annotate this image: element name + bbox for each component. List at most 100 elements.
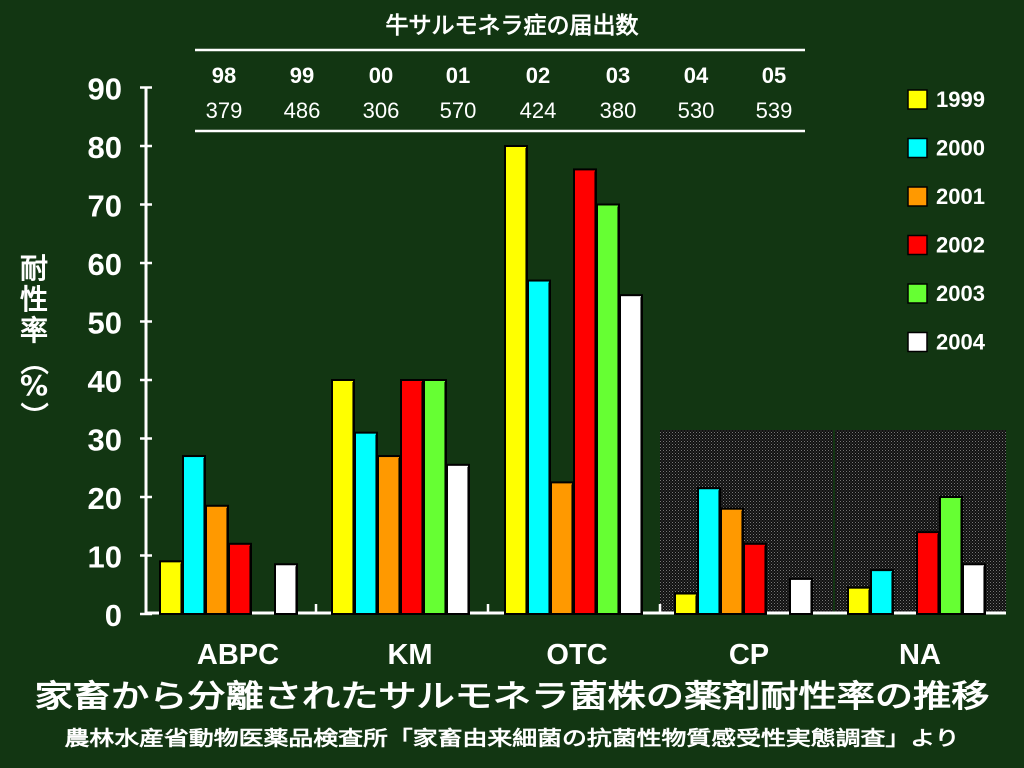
bar-na-2000 — [870, 569, 894, 615]
bar-layer — [159, 145, 986, 616]
inset-count: 424 — [520, 98, 557, 123]
bar-shadow — [295, 566, 298, 614]
y-tick-label: 30 — [88, 423, 122, 458]
bar-shadow — [203, 458, 206, 614]
bar-shadow — [467, 466, 470, 614]
bar-shadow — [891, 572, 894, 614]
y-axis-label-char: ） — [17, 402, 50, 430]
bar-cp-1999 — [674, 592, 698, 616]
legend-swatch-2001 — [907, 186, 928, 207]
bar-shadow — [352, 382, 355, 614]
y-tick-label: 0 — [105, 598, 122, 633]
bar-km-2004 — [446, 463, 470, 616]
bar-cp-2004 — [789, 577, 813, 616]
bar-shadow — [180, 563, 183, 614]
bar-abpc-2000 — [182, 455, 206, 615]
legend-label-1999: 1999 — [936, 87, 985, 112]
legend-label-2001: 2001 — [936, 184, 985, 209]
legend-swatch-2000 — [907, 137, 928, 159]
bar-shadow — [525, 148, 528, 614]
shaded-region-layer — [660, 430, 1006, 614]
inset-year: 01 — [446, 63, 470, 88]
legend-label-2002: 2002 — [936, 233, 985, 258]
bar-abpc-1999 — [159, 560, 183, 615]
legend-label-2004: 2004 — [936, 330, 986, 355]
y-axis-label-char: （ — [17, 347, 50, 375]
inset-count: 539 — [756, 98, 793, 123]
bar-shadow — [375, 434, 378, 614]
bar-km-2001 — [377, 455, 401, 615]
inset-table-title: 牛サルモネラ症の届出数 — [386, 12, 640, 39]
bar-na-2003 — [939, 496, 963, 615]
bar-otc-2001 — [550, 481, 574, 615]
inset-count: 379 — [206, 98, 243, 123]
bar-otc-2004 — [619, 294, 643, 615]
y-tick-layer: 0 10 20 30 40 50 60 70 80 90 — [88, 72, 662, 633]
bar-shadow — [548, 282, 551, 614]
inset-year: 05 — [762, 63, 786, 88]
legend-swatch-2004 — [907, 331, 928, 353]
bar-shadow — [868, 589, 871, 614]
bar-shadow — [960, 499, 963, 614]
bar-shadow — [718, 490, 721, 614]
inset-year: 03 — [606, 63, 630, 88]
bar-otc-2003 — [596, 203, 620, 615]
category-label-abpc: ABPC — [197, 639, 279, 671]
bar-shadow — [810, 580, 813, 614]
bar-shadow — [695, 595, 698, 614]
inset-table: 牛サルモネラ症の届出数 98 379 99 486 00 306 01 570 02 424 03 3… — [195, 12, 805, 133]
y-tick-label: 10 — [88, 540, 122, 575]
legend-swatch-2002 — [907, 234, 928, 256]
y-tick-label: 90 — [88, 72, 122, 107]
bar-km-2003 — [423, 379, 447, 615]
bar-km-1999 — [331, 379, 355, 615]
category-label-cp: CP — [729, 639, 769, 671]
bar-cp-2001 — [720, 507, 744, 616]
bar-shadow — [594, 171, 597, 614]
bar-shadow — [444, 382, 447, 614]
bar-shadow — [421, 382, 424, 614]
legend: 1999 2000 2001 2002 2003 2004 — [907, 87, 986, 355]
inset-year: 99 — [290, 63, 314, 88]
bar-shadow — [226, 507, 229, 614]
bar-shadow — [937, 534, 940, 614]
y-tick-label: 70 — [88, 189, 122, 224]
y-axis-label-char: % — [20, 369, 48, 402]
y-tick-label: 20 — [88, 481, 122, 516]
bar-abpc-2001 — [205, 504, 229, 615]
legend-label-2000: 2000 — [936, 136, 985, 161]
footer-title: 家畜から分離されたサルモネラ菌株の薬剤耐性率の推移 — [35, 679, 990, 715]
bar-otc-2000 — [527, 279, 551, 615]
bar-shadow — [617, 206, 620, 614]
category-label-km: KM — [387, 639, 432, 671]
legend-label-2003: 2003 — [936, 281, 985, 306]
y-axis-label-char: 耐 — [20, 252, 48, 285]
footer-source: 農林水産省動物医薬品検査所「家畜由来細菌の抗菌性物質感受性実態調査」より — [65, 726, 960, 750]
bar-na-1999 — [847, 586, 871, 615]
bar-otc-1999 — [504, 145, 528, 615]
inset-year: 98 — [212, 63, 236, 88]
bar-otc-2002 — [573, 168, 597, 615]
category-label-otc: OTC — [546, 639, 607, 671]
inset-year: 04 — [684, 63, 709, 88]
category-label-layer: ABPC KM OTC CP NA — [197, 639, 941, 671]
y-axis-label: 耐性率（%） — [17, 252, 50, 430]
bar-cp-2002 — [743, 542, 767, 615]
inset-count: 530 — [678, 98, 715, 123]
bar-cp-2000 — [697, 487, 721, 616]
bar-shadow — [249, 545, 252, 614]
inset-year: 02 — [526, 63, 550, 88]
bar-shadow — [640, 297, 643, 614]
bar-abpc-2002 — [228, 542, 252, 615]
inset-count: 306 — [363, 98, 400, 123]
y-tick-label: 80 — [88, 130, 122, 165]
bar-km-2000 — [354, 431, 378, 615]
category-label-na: NA — [899, 639, 941, 671]
legend-swatch-1999 — [907, 89, 928, 110]
bar-shadow — [571, 484, 574, 614]
bar-shadow — [983, 566, 986, 614]
y-axis-label-char: 率 — [20, 314, 48, 347]
inset-count: 570 — [440, 98, 477, 123]
y-tick-label: 60 — [88, 247, 122, 282]
